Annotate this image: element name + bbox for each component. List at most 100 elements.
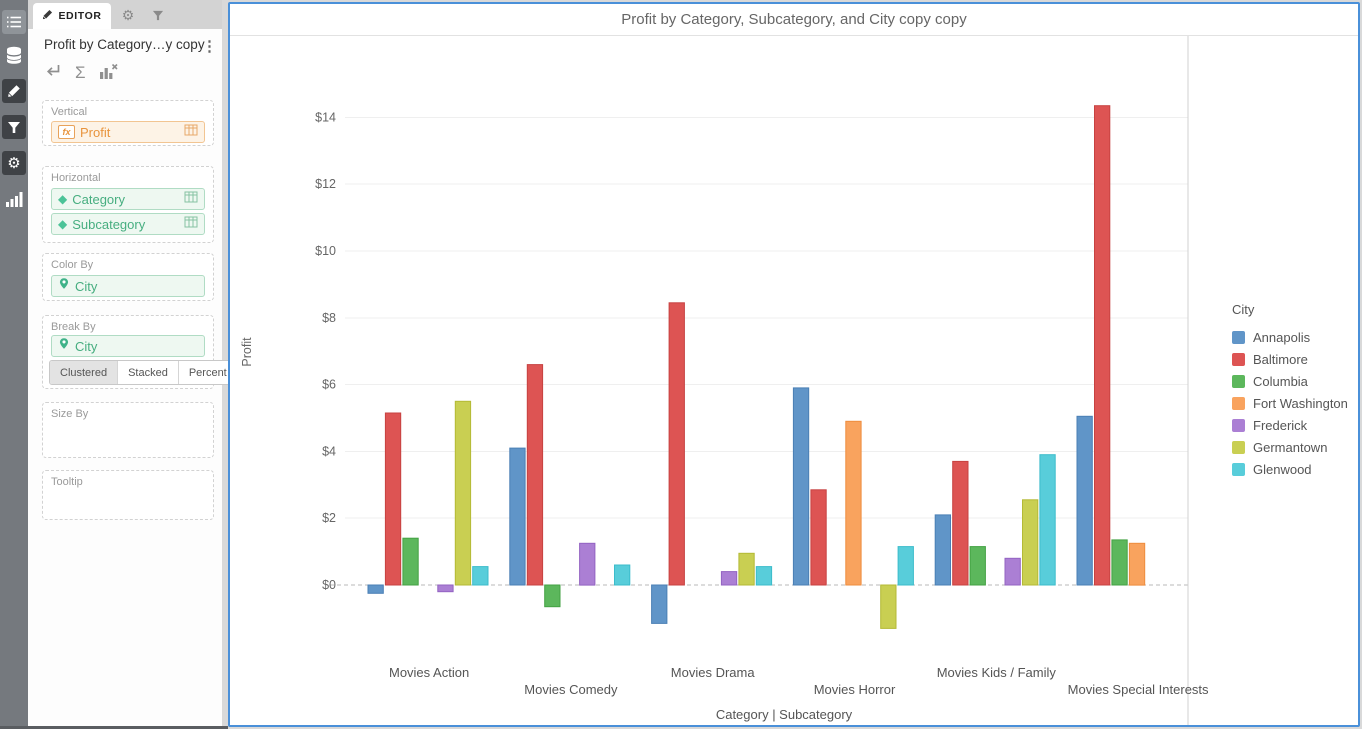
legend-item-glenwood[interactable]: Glenwood (1232, 458, 1358, 480)
field-pill-city-break[interactable]: City (51, 335, 205, 357)
widget-title: Profit by Category…y copy (44, 37, 205, 52)
swap-axes-icon[interactable] (44, 63, 62, 83)
pencil-icon (42, 9, 53, 23)
bar-frederick-1[interactable] (579, 542, 596, 586)
legend-item-columbia[interactable]: Columbia (1232, 370, 1358, 392)
legend-label: Glenwood (1253, 461, 1312, 477)
dimension-diamond-icon: ◆ (58, 192, 68, 206)
legend-swatch (1232, 418, 1245, 432)
break-mode-segmented-control: Clustered Stacked Percent (49, 360, 238, 385)
legend-item-annapolis[interactable]: Annapolis (1232, 326, 1358, 348)
field-pill-subcategory[interactable]: ◆ Subcategory (51, 213, 205, 235)
section-size-by[interactable]: Size By (42, 402, 214, 458)
bar-baltimore-4[interactable] (952, 460, 969, 586)
clear-chart-icon[interactable] (99, 63, 118, 84)
legend-label: Baltimore (1253, 351, 1308, 367)
legend-item-baltimore[interactable]: Baltimore (1232, 348, 1358, 370)
database-icon[interactable] (2, 43, 26, 67)
bar-annapolis-3[interactable] (792, 387, 810, 586)
x-category-label: Movies Action (389, 665, 469, 680)
y-tick-label: $8 (322, 311, 336, 325)
legend-item-frederick[interactable]: Frederick (1232, 414, 1358, 436)
section-break-by: Break By City Clustered Stacked Percent (42, 315, 238, 389)
pencil-icon[interactable] (2, 79, 26, 103)
section-break-by-label: Break By (51, 321, 96, 333)
bar-columbia-1[interactable] (544, 584, 561, 608)
bar-fort-washington-3[interactable] (845, 420, 862, 586)
tab-settings-gear-icon[interactable]: ⚙ (121, 6, 135, 23)
editor-panel: EDITOR ⚙ Profit by Category…y copy ⋮ Σ (28, 0, 238, 726)
bar-columbia-0[interactable] (402, 537, 419, 586)
tab-editor-label: EDITOR (58, 10, 102, 22)
section-horizontal-label: Horizontal (51, 172, 101, 184)
legend-label: Annapolis (1253, 329, 1311, 345)
bar-annapolis-1[interactable] (509, 447, 526, 586)
bar-columbia-4[interactable] (969, 546, 986, 586)
bar-chart-icon[interactable] (2, 187, 26, 211)
bar-baltimore-3[interactable] (810, 489, 827, 586)
legend-label: Columbia (1253, 373, 1308, 389)
x-category-label: Movies Horror (814, 682, 896, 697)
gear-icon[interactable]: ⚙ (2, 151, 26, 175)
legend-swatch (1232, 396, 1245, 410)
bar-annapolis-0[interactable] (367, 584, 384, 594)
tab-filter-icon[interactable] (150, 7, 166, 23)
field-pill-label: City (75, 278, 98, 294)
group-table-icon[interactable] (184, 123, 198, 141)
y-tick-label: $0 (322, 578, 336, 592)
bar-baltimore-1[interactable] (526, 364, 544, 586)
y-tick-label: $12 (315, 177, 336, 191)
group-table-icon[interactable] (184, 215, 198, 233)
bar-fort-washington-5[interactable] (1128, 542, 1146, 586)
section-color-by-label: Color By (51, 259, 94, 271)
bar-germantown-2[interactable] (738, 552, 755, 586)
group-table-icon[interactable] (184, 190, 198, 208)
bar-annapolis-5[interactable] (1076, 415, 1093, 586)
field-pill-city-color[interactable]: City (51, 275, 205, 297)
bar-germantown-4[interactable] (1022, 499, 1039, 586)
legend-label: Fort Washington (1253, 395, 1348, 411)
legend-swatch (1232, 352, 1245, 366)
y-tick-label: $14 (315, 110, 336, 124)
sigma-aggregate-icon[interactable]: Σ (75, 63, 86, 82)
bar-baltimore-2[interactable] (668, 302, 685, 586)
dimension-diamond-icon: ◆ (58, 217, 68, 231)
field-pill-label: Subcategory (72, 216, 146, 232)
legend-item-fort-washington[interactable]: Fort Washington (1232, 392, 1358, 414)
section-tooltip[interactable]: Tooltip (42, 470, 214, 520)
bar-baltimore-5[interactable] (1094, 105, 1111, 586)
bottom-window-edge (0, 726, 228, 729)
bar-frederick-0[interactable] (437, 584, 454, 593)
field-pill-category[interactable]: ◆ Category (51, 188, 205, 210)
y-tick-label: $4 (322, 444, 336, 458)
bar-annapolis-2[interactable] (651, 584, 668, 624)
mode-percent-button[interactable]: Percent (177, 361, 237, 384)
legend-item-germantown[interactable]: Germantown (1232, 436, 1358, 458)
bar-frederick-2[interactable] (720, 571, 738, 586)
section-vertical-label: Vertical (51, 106, 88, 118)
list-icon[interactable] (2, 10, 26, 34)
mode-stacked-button[interactable]: Stacked (117, 361, 178, 384)
bar-germantown-0[interactable] (454, 400, 472, 586)
bar-germantown-3[interactable] (880, 584, 897, 629)
x-axis-caption: Category | Subcategory (716, 707, 853, 722)
bar-annapolis-4[interactable] (934, 514, 952, 586)
legend-swatch (1232, 330, 1245, 344)
x-category-label: Movies Special Interests (1068, 682, 1209, 697)
bar-glenwood-3[interactable] (897, 546, 914, 586)
bar-frederick-4[interactable] (1004, 557, 1021, 586)
bar-columbia-5[interactable] (1111, 539, 1128, 586)
mode-clustered-button[interactable]: Clustered (50, 361, 118, 384)
bar-glenwood-4[interactable] (1039, 454, 1056, 586)
bar-glenwood-1[interactable] (614, 564, 631, 586)
bar-baltimore-0[interactable] (384, 412, 402, 586)
bar-glenwood-2[interactable] (755, 566, 773, 586)
map-pin-icon (58, 337, 70, 355)
section-size-by-label: Size By (51, 408, 89, 420)
widget-menu-kebab-icon[interactable]: ⋮ (202, 38, 217, 55)
field-pill-label: City (75, 338, 98, 354)
filter-icon[interactable] (2, 115, 26, 139)
field-pill-profit[interactable]: fx Profit (51, 121, 205, 143)
bar-glenwood-0[interactable] (472, 566, 489, 586)
tab-editor[interactable]: EDITOR (33, 3, 111, 29)
